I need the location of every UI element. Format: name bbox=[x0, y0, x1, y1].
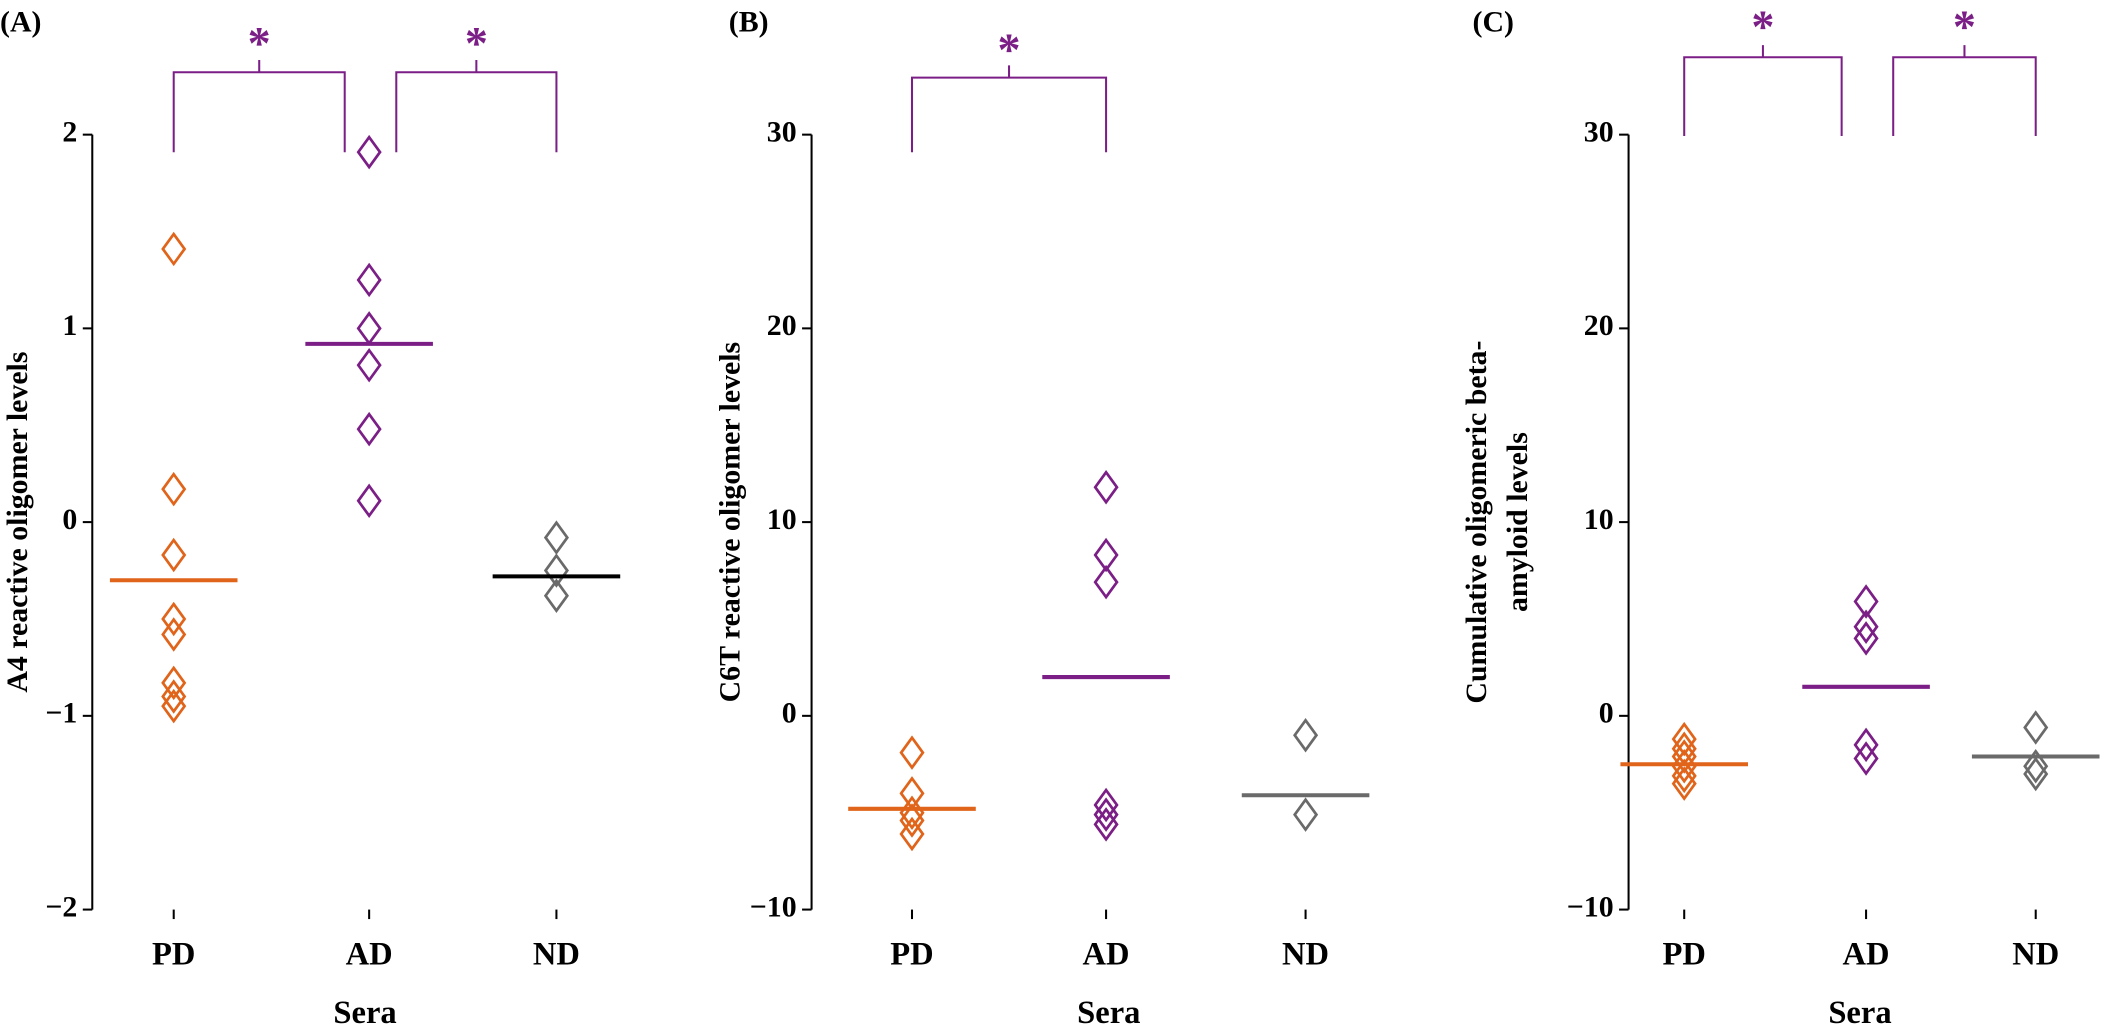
data-point bbox=[2023, 756, 2049, 792]
data-point bbox=[161, 665, 187, 701]
data-point bbox=[1853, 609, 1879, 644]
data-point bbox=[161, 601, 187, 637]
significance-star: * bbox=[1751, 1, 1774, 52]
significance-bracket bbox=[1892, 45, 2037, 137]
significance-star: * bbox=[1953, 1, 1976, 52]
x-tick-label: AD bbox=[1843, 937, 1890, 973]
y-tick-label: −2 bbox=[45, 890, 77, 923]
data-point bbox=[1093, 537, 1119, 573]
data-point bbox=[161, 231, 187, 267]
data-point bbox=[1293, 717, 1319, 753]
data-point bbox=[1853, 741, 1879, 776]
data-point bbox=[1671, 758, 1697, 794]
x-tick-label: ND bbox=[2012, 937, 2059, 973]
data-point bbox=[356, 411, 382, 447]
data-point bbox=[1671, 766, 1697, 801]
y-axis-label: amyloid levels bbox=[1501, 432, 1534, 612]
y-tick-label: −10 bbox=[750, 890, 797, 923]
data-point bbox=[161, 537, 187, 573]
panel-label: (C) bbox=[1473, 6, 1514, 39]
data-point bbox=[1853, 727, 1879, 763]
significance-star: * bbox=[248, 17, 271, 68]
data-point bbox=[1853, 584, 1879, 619]
data-point bbox=[1853, 621, 1879, 656]
y-tick-label: 30 bbox=[1584, 115, 1614, 148]
y-tick-label: 2 bbox=[62, 115, 77, 148]
data-point bbox=[2023, 748, 2049, 784]
data-point bbox=[356, 483, 382, 519]
data-point bbox=[1093, 797, 1119, 832]
data-point bbox=[161, 688, 187, 724]
x-tick-label: AD bbox=[1083, 937, 1130, 973]
data-point bbox=[543, 520, 569, 555]
x-tick-label: ND bbox=[1282, 937, 1329, 973]
data-point bbox=[1093, 564, 1119, 600]
data-point bbox=[161, 471, 187, 507]
y-tick-label: 20 bbox=[767, 309, 797, 342]
x-tick-label: PD bbox=[1663, 937, 1706, 973]
panel-label: (A) bbox=[0, 6, 41, 39]
y-tick-label: 30 bbox=[767, 115, 797, 148]
significance-star: * bbox=[998, 24, 1021, 75]
y-tick-label: 0 bbox=[1599, 697, 1614, 730]
data-point bbox=[1093, 469, 1119, 505]
data-point bbox=[2023, 710, 2049, 745]
significance-bracket bbox=[1683, 45, 1843, 137]
y-axis-label: C6T reactive oligomer levels bbox=[714, 342, 747, 703]
y-tick-label: 20 bbox=[1584, 309, 1614, 342]
y-axis-label: A4 reactive oligomer levels bbox=[1, 352, 34, 693]
data-point bbox=[1671, 739, 1697, 774]
y-tick-label: −10 bbox=[1567, 890, 1614, 923]
significance-bracket bbox=[395, 60, 558, 153]
data-point bbox=[356, 311, 382, 346]
y-axis-label: Cumulative oligomeric beta- bbox=[1460, 341, 1493, 704]
data-point bbox=[543, 578, 569, 613]
data-point bbox=[161, 617, 187, 652]
y-tick-label: 0 bbox=[782, 697, 797, 730]
data-point bbox=[543, 553, 569, 588]
data-point bbox=[1671, 748, 1697, 784]
data-point bbox=[899, 803, 925, 838]
significance-bracket bbox=[910, 65, 1108, 153]
data-point bbox=[899, 735, 925, 770]
y-tick-label: 0 bbox=[62, 503, 77, 536]
significance-bracket bbox=[172, 60, 346, 153]
x-axis-label: Sera bbox=[333, 995, 396, 1031]
y-tick-label: 10 bbox=[767, 503, 797, 536]
data-point bbox=[1093, 787, 1119, 823]
x-axis-label: Sera bbox=[1077, 995, 1140, 1031]
x-tick-label: AD bbox=[346, 937, 393, 973]
data-point bbox=[161, 679, 187, 714]
panel-label: (B) bbox=[729, 6, 769, 39]
x-tick-label: ND bbox=[533, 937, 580, 973]
significance-star: * bbox=[465, 17, 488, 68]
y-tick-label: −1 bbox=[45, 697, 77, 730]
x-tick-label: PD bbox=[890, 937, 933, 973]
data-point bbox=[899, 816, 925, 852]
y-tick-label: 10 bbox=[1584, 503, 1614, 536]
x-axis-label: Sera bbox=[1828, 995, 1891, 1031]
x-tick-label: PD bbox=[152, 937, 195, 973]
data-point bbox=[1671, 721, 1697, 757]
data-point bbox=[356, 262, 382, 298]
data-point bbox=[356, 134, 382, 170]
data-point bbox=[1093, 807, 1119, 842]
data-point bbox=[356, 347, 382, 383]
data-point bbox=[1293, 797, 1319, 832]
y-tick-label: 1 bbox=[62, 309, 77, 342]
